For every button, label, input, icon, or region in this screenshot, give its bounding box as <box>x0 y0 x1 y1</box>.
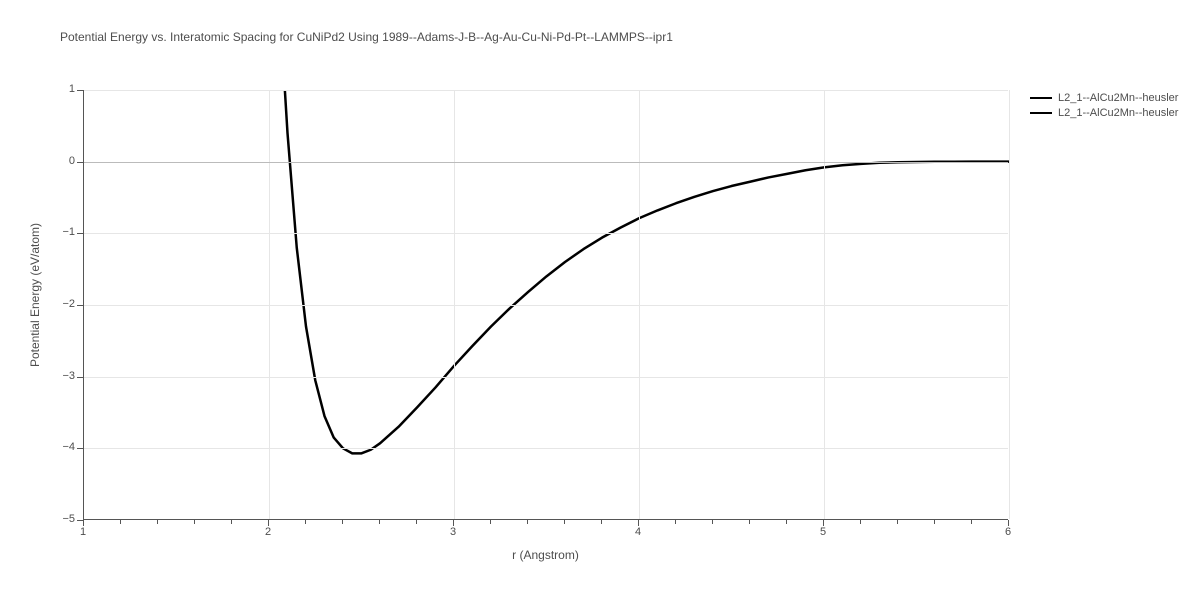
x-minor-tick <box>342 520 343 524</box>
y-tick <box>77 448 83 449</box>
x-minor-tick <box>527 520 528 524</box>
x-minor-tick <box>564 520 565 524</box>
x-minor-tick <box>786 520 787 524</box>
gridline-v <box>1009 90 1010 519</box>
x-minor-tick <box>379 520 380 524</box>
x-minor-tick <box>675 520 676 524</box>
y-tick-label: −4 <box>43 441 75 453</box>
gridline-h <box>84 90 1008 91</box>
chart-title: Potential Energy vs. Interatomic Spacing… <box>60 30 673 44</box>
y-tick <box>77 305 83 306</box>
y-tick <box>77 520 83 521</box>
x-tick-label: 3 <box>433 526 473 538</box>
x-tick <box>638 520 639 526</box>
x-axis-label: r (Angstrom) <box>486 548 606 562</box>
legend: L2_1--AlCu2Mn--heusler L2_1--AlCu2Mn--heu… <box>1030 92 1178 122</box>
x-minor-tick <box>305 520 306 524</box>
y-tick <box>77 90 83 91</box>
x-tick-label: 1 <box>63 526 103 538</box>
gridline-h <box>84 305 1008 306</box>
x-tick-label: 2 <box>248 526 288 538</box>
y-tick-label: −5 <box>43 513 75 525</box>
x-minor-tick <box>157 520 158 524</box>
plot-area <box>83 90 1008 520</box>
y-tick-label: −3 <box>43 370 75 382</box>
legend-swatch <box>1030 97 1052 99</box>
x-minor-tick <box>194 520 195 524</box>
x-minor-tick <box>860 520 861 524</box>
legend-label: L2_1--AlCu2Mn--heusler <box>1058 107 1178 119</box>
x-minor-tick <box>897 520 898 524</box>
y-axis-label: Potential Energy (eV/atom) <box>28 195 42 395</box>
x-minor-tick <box>120 520 121 524</box>
y-tick <box>77 377 83 378</box>
x-tick <box>823 520 824 526</box>
x-minor-tick <box>712 520 713 524</box>
zero-line <box>84 162 1008 163</box>
y-tick-label: 1 <box>43 83 75 95</box>
x-minor-tick <box>231 520 232 524</box>
gridline-h <box>84 448 1008 449</box>
x-tick <box>83 520 84 526</box>
x-minor-tick <box>490 520 491 524</box>
y-tick-label: −2 <box>43 298 75 310</box>
chart-container: Potential Energy vs. Interatomic Spacing… <box>0 0 1200 600</box>
x-minor-tick <box>416 520 417 524</box>
y-tick <box>77 233 83 234</box>
legend-label: L2_1--AlCu2Mn--heusler <box>1058 92 1178 104</box>
legend-item[interactable]: L2_1--AlCu2Mn--heusler <box>1030 107 1178 119</box>
x-tick <box>268 520 269 526</box>
x-minor-tick <box>749 520 750 524</box>
x-minor-tick <box>934 520 935 524</box>
x-tick-label: 4 <box>618 526 658 538</box>
x-tick-label: 5 <box>803 526 843 538</box>
gridline-h <box>84 377 1008 378</box>
legend-item[interactable]: L2_1--AlCu2Mn--heusler <box>1030 92 1178 104</box>
y-tick-label: −1 <box>43 226 75 238</box>
gridline-h <box>84 233 1008 234</box>
x-minor-tick <box>601 520 602 524</box>
x-minor-tick <box>971 520 972 524</box>
y-tick-label: 0 <box>43 155 75 167</box>
x-tick-label: 6 <box>988 526 1028 538</box>
legend-swatch <box>1030 112 1052 114</box>
x-tick <box>453 520 454 526</box>
y-tick <box>77 162 83 163</box>
x-tick <box>1008 520 1009 526</box>
